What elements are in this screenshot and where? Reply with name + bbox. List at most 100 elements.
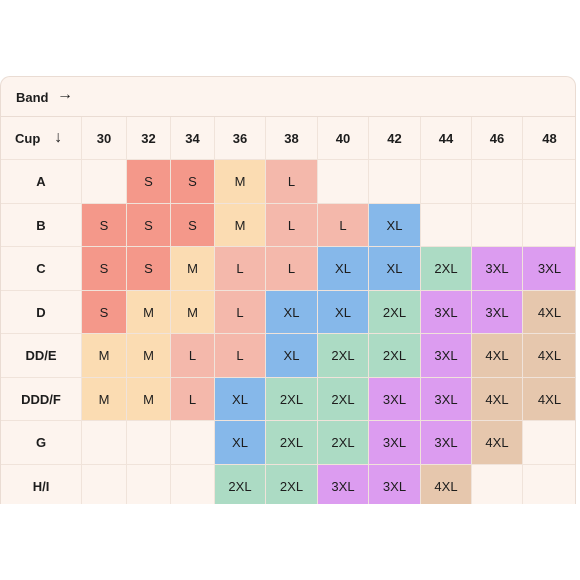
size-cell: 4XL	[523, 334, 575, 378]
size-cell: S	[82, 291, 127, 334]
cup-label-c: C	[1, 247, 82, 291]
size-cell	[472, 204, 523, 247]
size-cell: M	[127, 291, 171, 334]
size-cell	[127, 421, 171, 465]
band-header-46: 46	[472, 117, 523, 160]
size-cell: 4XL	[523, 378, 575, 421]
size-cell: 4XL	[472, 421, 523, 465]
cup-header: Cup ↓	[1, 117, 82, 160]
band-header-40: 40	[318, 117, 369, 160]
band-header-36: 36	[215, 117, 266, 160]
size-cell: M	[127, 378, 171, 421]
size-cell	[82, 421, 127, 465]
size-cell: XL	[266, 291, 318, 334]
band-header-30: 30	[82, 117, 127, 160]
size-cell: XL	[369, 204, 421, 247]
cup-label-ddd-f: DDD/F	[1, 378, 82, 421]
size-cell: XL	[369, 247, 421, 291]
arrow-down-icon: ↓	[54, 129, 63, 146]
size-cell: 3XL	[421, 334, 472, 378]
cup-label-d: D	[1, 291, 82, 334]
size-cell	[171, 421, 215, 465]
band-header-38: 38	[266, 117, 318, 160]
size-cell	[523, 204, 575, 247]
size-cell	[523, 421, 575, 465]
size-cell: 4XL	[421, 465, 472, 504]
size-cell: 4XL	[472, 378, 523, 421]
size-cell: S	[127, 247, 171, 291]
size-cell	[472, 160, 523, 204]
cup-label-b: B	[1, 204, 82, 247]
size-cell	[421, 160, 472, 204]
size-cell: L	[266, 204, 318, 247]
size-cell	[472, 465, 523, 504]
size-cell: 2XL	[369, 334, 421, 378]
size-cell: XL	[266, 334, 318, 378]
size-cell	[127, 465, 171, 504]
size-cell: L	[215, 247, 266, 291]
size-cell: XL	[215, 378, 266, 421]
size-cell: M	[127, 334, 171, 378]
band-header-32: 32	[127, 117, 171, 160]
size-cell: L	[266, 247, 318, 291]
size-cell	[421, 204, 472, 247]
size-cell: M	[171, 291, 215, 334]
size-cell: 3XL	[421, 291, 472, 334]
cup-label-h-i: H/I	[1, 465, 82, 504]
size-cell: M	[215, 204, 266, 247]
size-cell: 2XL	[215, 465, 266, 504]
size-cell: 3XL	[421, 378, 472, 421]
size-cell	[82, 160, 127, 204]
size-cell: L	[215, 291, 266, 334]
size-cell: S	[82, 247, 127, 291]
size-cell: 3XL	[523, 247, 575, 291]
size-cell	[369, 160, 421, 204]
size-cell: 2XL	[421, 247, 472, 291]
size-cell: 2XL	[266, 378, 318, 421]
size-cell: 3XL	[369, 378, 421, 421]
arrow-right-icon: →	[57, 86, 73, 103]
cup-label-dd-e: DD/E	[1, 334, 82, 378]
size-cell: L	[215, 334, 266, 378]
size-cell: 2XL	[266, 465, 318, 504]
size-cell: XL	[318, 291, 369, 334]
size-cell: 4XL	[523, 291, 575, 334]
band-header-42: 42	[369, 117, 421, 160]
size-chart-card: Band → Cup ↓ 30 32 34 36 38 40 42 44 46 48 A S S M L B S S S…	[0, 76, 576, 504]
size-cell: S	[82, 204, 127, 247]
size-cell	[171, 465, 215, 504]
band-header-48: 48	[523, 117, 575, 160]
cup-label-a: A	[1, 160, 82, 204]
size-cell: XL	[215, 421, 266, 465]
band-header-44: 44	[421, 117, 472, 160]
size-cell: S	[127, 160, 171, 204]
size-cell: M	[215, 160, 266, 204]
size-cell: S	[127, 204, 171, 247]
size-cell: L	[171, 378, 215, 421]
cup-label: Cup	[15, 130, 41, 146]
size-cell	[523, 160, 575, 204]
size-cell: M	[82, 334, 127, 378]
size-cell: 3XL	[472, 291, 523, 334]
size-cell: L	[318, 204, 369, 247]
size-cell: 3XL	[472, 247, 523, 291]
size-cell: M	[82, 378, 127, 421]
size-cell: 3XL	[369, 421, 421, 465]
band-header-34: 34	[171, 117, 215, 160]
size-cell: 2XL	[318, 421, 369, 465]
size-cell	[523, 465, 575, 504]
size-cell: 2XL	[318, 378, 369, 421]
size-cell: 3XL	[318, 465, 369, 504]
size-cell	[82, 465, 127, 504]
size-cell: S	[171, 160, 215, 204]
size-cell: 2XL	[318, 334, 369, 378]
size-cell: 3XL	[421, 421, 472, 465]
size-cell: M	[171, 247, 215, 291]
cup-label-g: G	[1, 421, 82, 465]
size-cell: 2XL	[369, 291, 421, 334]
size-cell: XL	[318, 247, 369, 291]
size-cell: S	[171, 204, 215, 247]
size-cell: 2XL	[266, 421, 318, 465]
size-cell: L	[171, 334, 215, 378]
size-cell: 3XL	[369, 465, 421, 504]
